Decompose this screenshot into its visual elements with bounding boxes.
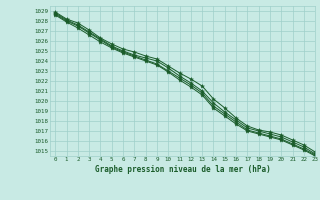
X-axis label: Graphe pression niveau de la mer (hPa): Graphe pression niveau de la mer (hPa) bbox=[94, 165, 270, 174]
